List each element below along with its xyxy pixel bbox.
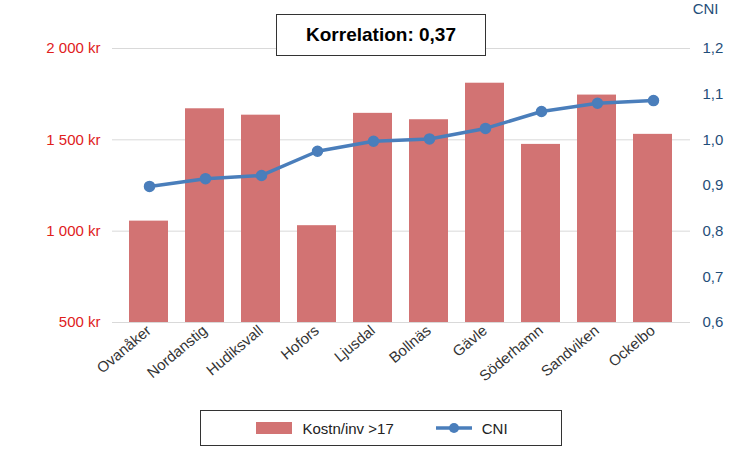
svg-text:CNI: CNI	[693, 0, 719, 17]
svg-text:Hofors: Hofors	[277, 321, 322, 362]
svg-text:0,6: 0,6	[703, 313, 724, 330]
svg-text:1,1: 1,1	[703, 85, 724, 102]
html-text:Korrelation: 0,37: Korrelation: 0,37	[306, 24, 456, 45]
svg-text:1 000 kr: 1 000 kr	[46, 222, 100, 239]
svg-text:Nordanstig: Nordanstig	[144, 321, 211, 381]
svg-text:0,9: 0,9	[703, 176, 724, 193]
html-text:Kostn/inv >17: Kostn/inv >17	[302, 419, 394, 437]
svg-text:1,2: 1,2	[703, 39, 724, 56]
svg-text:0,7: 0,7	[703, 268, 724, 285]
html-text:CNI: CNI	[481, 419, 508, 437]
svg-text:Bollnäs: Bollnäs	[385, 321, 434, 366]
svg-text:Ovanåker: Ovanåker	[93, 321, 154, 377]
svg-text:500 kr: 500 kr	[59, 313, 101, 330]
svg-text:0,8: 0,8	[703, 222, 724, 239]
svg-text:Ljusdal: Ljusdal	[331, 321, 378, 365]
svg-text:Gävle: Gävle	[449, 321, 490, 359]
svg-text:Söderhamn: Söderhamn	[476, 321, 546, 384]
svg-text:Hudiksvall: Hudiksvall	[203, 321, 266, 378]
svg-text:1,0: 1,0	[703, 131, 724, 148]
svg-text:2 000 kr: 2 000 kr	[46, 39, 100, 56]
svg-text:Sandviken: Sandviken	[537, 321, 602, 379]
svg-text:1 500 kr: 1 500 kr	[46, 131, 100, 148]
svg-text:Ockelbo: Ockelbo	[605, 321, 658, 369]
